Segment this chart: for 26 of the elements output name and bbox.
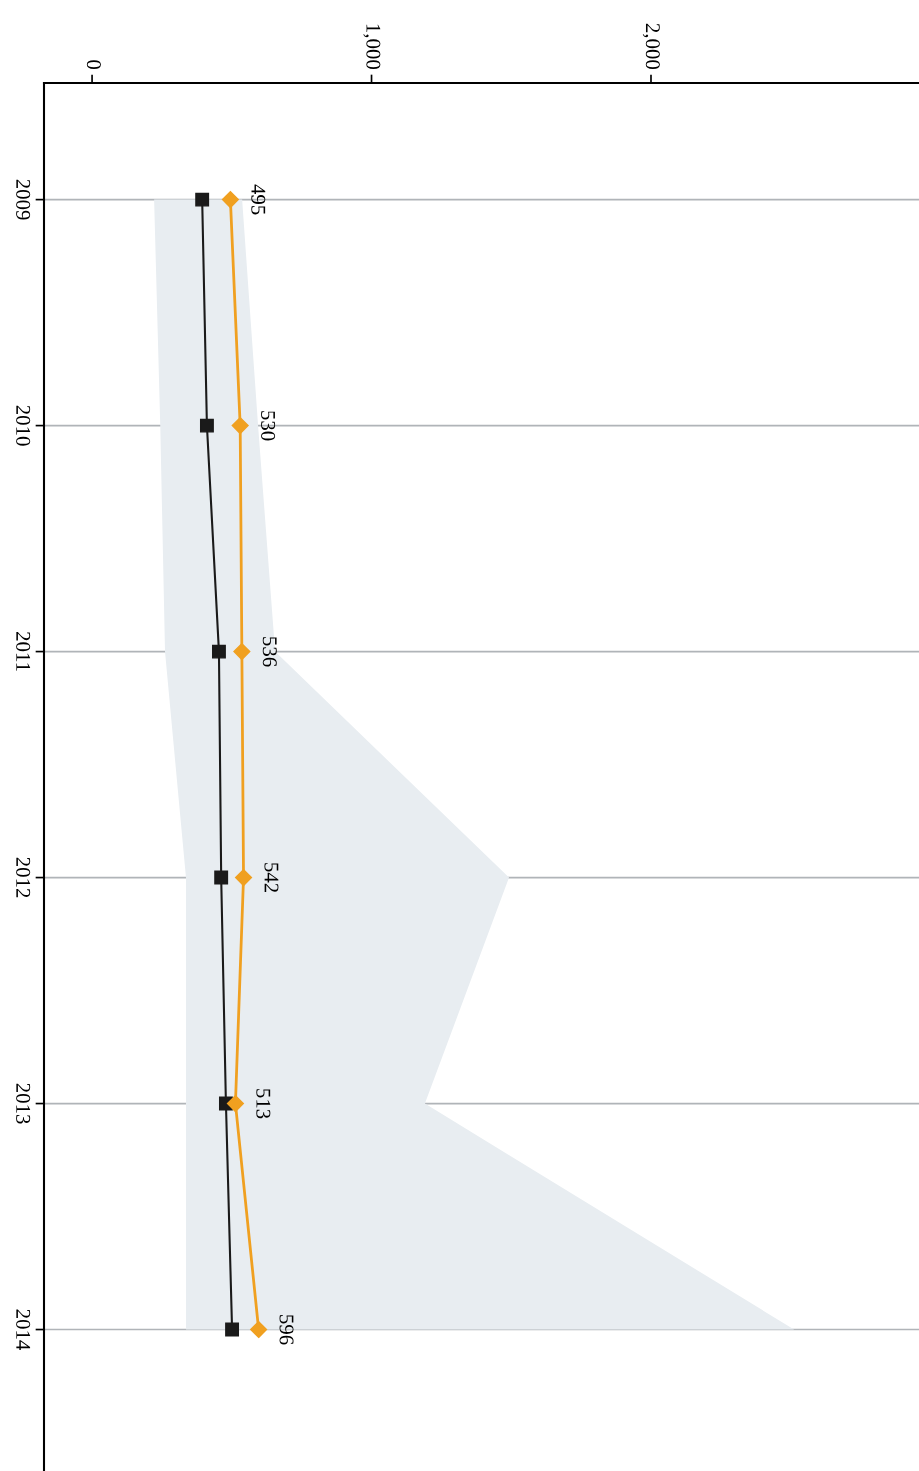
point [199, 418, 214, 433]
y-tick-label: 2013 [16, 1083, 31, 1124]
y-tick-label: 2012 [16, 857, 31, 898]
data-label: 596 [279, 1315, 294, 1345]
x-tick-label: 0 [86, 60, 101, 70]
point [211, 644, 226, 659]
point [221, 191, 239, 209]
point [214, 870, 229, 885]
y-tick-label: 2009 [16, 179, 31, 220]
x-tick-label: 2,000 [642, 23, 660, 70]
y-tick-label: 2010 [16, 405, 31, 446]
y-tick-label: 2011 [16, 632, 31, 671]
data-label: 536 [262, 637, 277, 667]
point [195, 192, 210, 207]
data-label: 542 [264, 863, 279, 893]
data-label: 495 [251, 184, 266, 215]
data-label: 513 [256, 1089, 271, 1119]
data-label: 530 [261, 411, 276, 441]
point [233, 643, 251, 661]
point [226, 1094, 244, 1113]
point [231, 417, 249, 435]
point [250, 1320, 268, 1339]
point [225, 1322, 240, 1337]
point [234, 869, 253, 887]
x-tick-label: 1,000 [363, 24, 381, 70]
y-tick-label: 2014 [16, 1309, 31, 1351]
